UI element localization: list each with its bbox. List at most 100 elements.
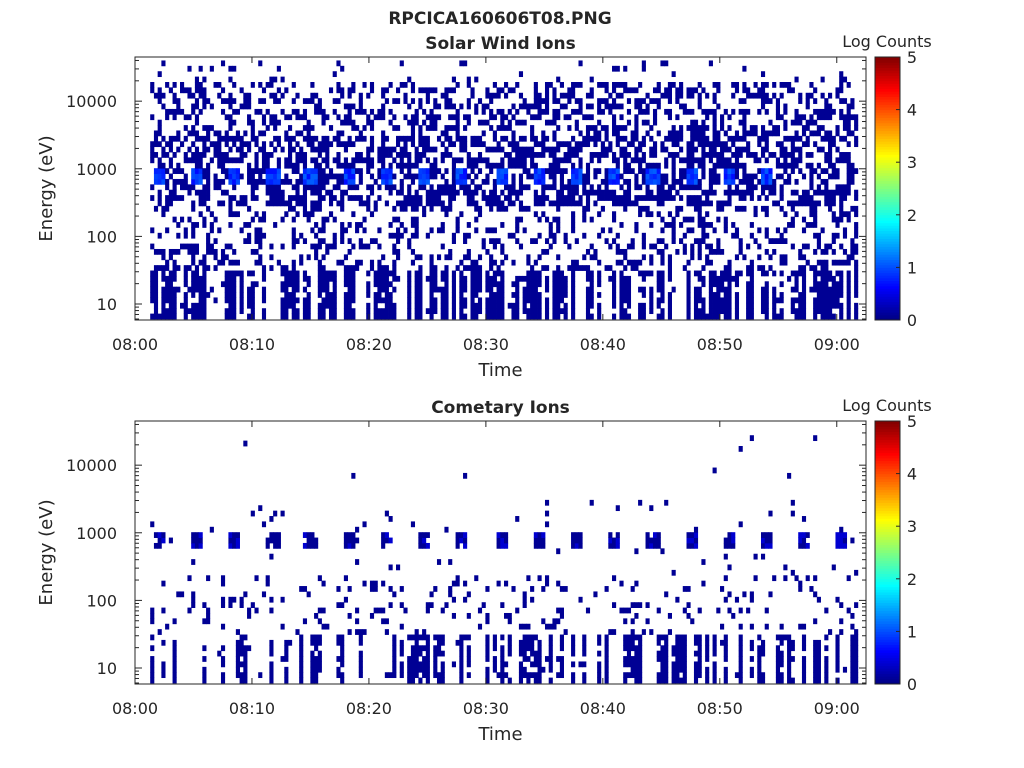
heatmap-cell	[258, 254, 263, 261]
heatmap-cell	[448, 152, 453, 158]
heatmap-cell	[846, 275, 851, 282]
heatmap-cell	[846, 211, 851, 218]
heatmap-cell	[764, 211, 769, 218]
heatmap-cell	[258, 108, 263, 115]
heatmap-cell	[552, 168, 557, 174]
heatmap-cell	[157, 130, 162, 137]
heatmap-cell	[165, 168, 170, 174]
heatmap-cell	[157, 313, 162, 320]
heatmap-cell	[660, 661, 665, 668]
heatmap-cell	[410, 141, 416, 148]
heatmap-cell	[425, 275, 430, 282]
heatmap-cell	[574, 98, 579, 104]
heatmap-cell	[630, 672, 635, 679]
heatmap-cell	[820, 92, 825, 99]
heatmap-cell	[325, 173, 330, 180]
heatmap-cell	[597, 661, 602, 668]
heatmap-cell	[366, 114, 371, 121]
heatmap-cell	[556, 76, 561, 83]
heatmap-cell	[794, 119, 799, 126]
heatmap-cell	[217, 146, 222, 153]
heatmap-cell	[403, 146, 408, 153]
heatmap-cell	[712, 650, 717, 657]
heatmap-cell	[638, 141, 643, 148]
heatmap-cell	[258, 130, 263, 137]
heatmap-cell	[828, 108, 833, 115]
heatmap-cell	[612, 82, 617, 88]
heatmap-cell	[686, 281, 691, 288]
colorbar-segment	[875, 248, 900, 253]
heatmap-cell	[440, 270, 445, 277]
heatmap-cell	[664, 189, 669, 196]
heatmap-cell	[373, 586, 378, 592]
heatmap-cell	[202, 184, 207, 191]
heatmap-cell	[641, 195, 646, 201]
heatmap-cell	[410, 650, 416, 657]
heatmap-cell	[265, 173, 270, 180]
heatmap-cell	[232, 292, 237, 298]
heatmap-cell	[667, 130, 672, 137]
heatmap-cell	[489, 168, 494, 174]
heatmap-cell	[612, 292, 617, 298]
heatmap-cell	[552, 152, 557, 158]
heatmap-cell	[373, 302, 378, 309]
heatmap-cell	[734, 130, 740, 137]
heatmap-cell	[247, 313, 252, 320]
heatmap-cell	[325, 135, 330, 142]
heatmap-cell	[530, 238, 535, 244]
heatmap-cell	[366, 308, 371, 315]
heatmap-cell	[157, 168, 162, 174]
heatmap-cell	[708, 152, 713, 158]
heatmap-cell	[686, 141, 691, 148]
heatmap-cell	[518, 205, 524, 212]
heatmap-cell	[749, 435, 754, 442]
heatmap-cell	[310, 125, 315, 131]
heatmap-cell	[161, 248, 166, 255]
heatmap-cell	[693, 157, 699, 164]
heatmap-cell	[202, 302, 207, 309]
colorbar-segment	[875, 233, 900, 237]
heatmap-cell	[798, 580, 803, 587]
heatmap-cell	[243, 92, 248, 99]
heatmap-cell	[697, 639, 702, 646]
heatmap-cell	[835, 92, 840, 99]
heatmap-cell	[206, 125, 211, 131]
heatmap-cell	[556, 227, 561, 234]
heatmap-cell	[760, 92, 766, 99]
heatmap-cell	[805, 200, 810, 207]
heatmap-cell	[366, 152, 371, 158]
heatmap-cell	[708, 286, 713, 293]
heatmap-cell	[459, 135, 464, 142]
heatmap-cell	[187, 114, 192, 121]
heatmap-cell	[433, 302, 438, 309]
heatmap-cell	[544, 103, 550, 110]
heatmap-cell	[597, 157, 602, 164]
heatmap-cell	[571, 152, 576, 158]
heatmap-cell	[414, 222, 419, 228]
heatmap-cell	[749, 623, 754, 630]
heatmap-cell	[690, 184, 695, 191]
heatmap-cell	[429, 259, 434, 266]
heatmap-cell	[619, 275, 624, 282]
heatmap-cell	[444, 98, 449, 104]
heatmap-cell	[444, 302, 449, 309]
heatmap-cell	[228, 205, 233, 212]
heatmap-cell	[392, 313, 397, 320]
heatmap-cell	[556, 607, 561, 614]
heatmap-cell	[481, 119, 486, 126]
heatmap-cell	[224, 189, 229, 196]
heatmap-cell	[202, 259, 207, 266]
heatmap-cell	[206, 232, 211, 239]
heatmap-cell	[671, 71, 676, 78]
heatmap-cell	[641, 108, 646, 115]
heatmap-cell	[429, 308, 434, 315]
heatmap-cell	[537, 297, 542, 304]
heatmap-cell	[593, 125, 598, 131]
heatmap-cell	[813, 286, 818, 293]
heatmap-cell	[708, 275, 713, 282]
heatmap-cell	[667, 292, 672, 298]
colorbar-segment	[875, 154, 900, 158]
heatmap-cell	[533, 286, 538, 293]
heatmap-cell	[634, 195, 639, 201]
heatmap-cell	[273, 537, 278, 544]
